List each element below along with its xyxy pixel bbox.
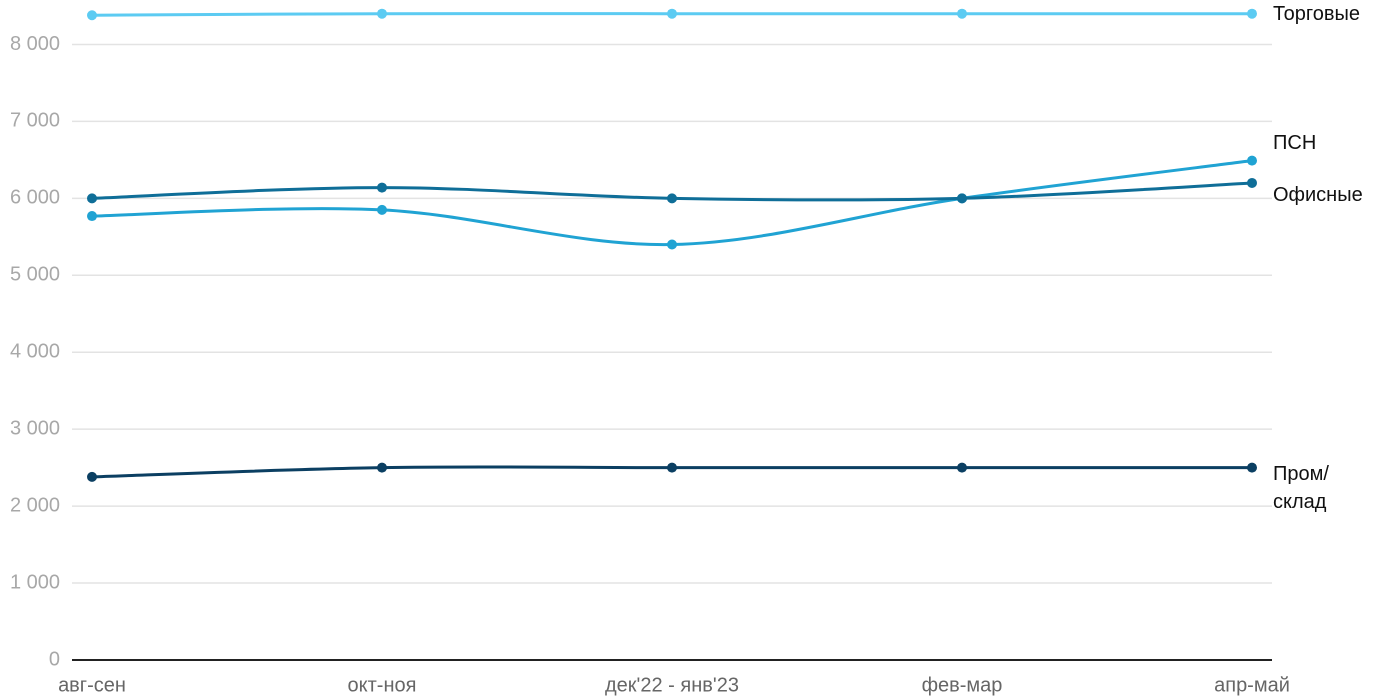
y-tick-label: 3 000 [10,417,60,439]
y-tick-label: 7 000 [10,110,60,132]
data-point [1247,8,1257,19]
x-tick-label: апр-май [1214,674,1290,696]
data-point [1247,155,1257,166]
y-tick-label: 0 [49,648,60,670]
data-point [377,182,387,193]
x-tick-label: авг-сен [58,674,126,696]
data-point [667,193,677,204]
data-point [87,10,97,21]
data-point [1247,462,1257,473]
data-point [377,462,387,473]
data-point [377,204,387,215]
data-point [667,8,677,19]
y-tick-label: 4 000 [10,341,60,363]
series-label: Офисные [1273,183,1363,206]
y-tick-label: 2 000 [10,494,60,516]
series-label: ПСН [1273,131,1317,154]
y-tick-label: 6 000 [10,187,60,209]
data-point [957,193,967,204]
data-point [377,8,387,19]
data-point [87,471,97,482]
data-point [87,211,97,222]
y-tick-label: 5 000 [10,264,60,286]
y-tick-label: 1 000 [10,571,60,593]
data-point [667,462,677,473]
data-point [957,462,967,473]
x-tick-label: окт-ноя [348,674,417,696]
x-tick-label: дек'22 - янв'23 [605,674,739,696]
data-point [667,239,677,250]
series-label: Пром/ склад [1273,462,1329,513]
data-point [957,8,967,19]
x-tick-label: фев-мар [922,674,1003,696]
y-tick-label: 8 000 [10,33,60,55]
data-point [1247,177,1257,188]
data-point [87,193,97,204]
series-label: Торговые [1273,2,1361,25]
